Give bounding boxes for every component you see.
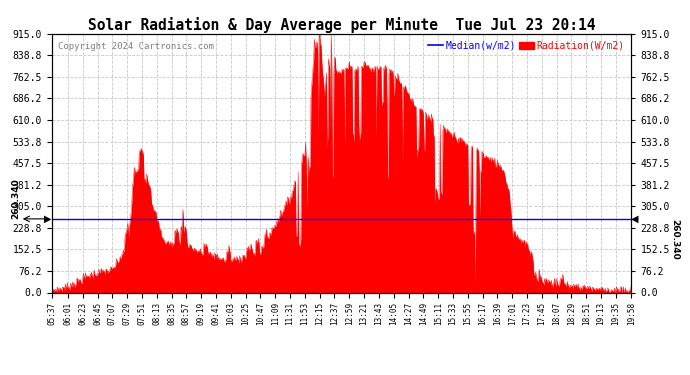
Title: Solar Radiation & Day Average per Minute  Tue Jul 23 20:14: Solar Radiation & Day Average per Minute…	[88, 16, 595, 33]
Text: 260.340: 260.340	[670, 219, 680, 260]
Text: Copyright 2024 Cartronics.com: Copyright 2024 Cartronics.com	[57, 42, 213, 51]
Text: ▶: ▶	[44, 214, 52, 224]
Text: ◀: ◀	[631, 214, 639, 224]
Text: 260.340: 260.340	[11, 178, 20, 219]
Legend: Median(w/m2), Radiation(W/m2): Median(w/m2), Radiation(W/m2)	[426, 39, 627, 53]
